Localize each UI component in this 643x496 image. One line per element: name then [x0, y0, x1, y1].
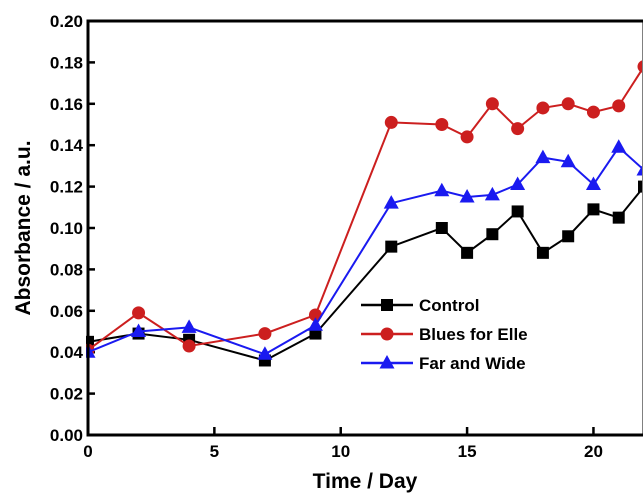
data-point — [131, 323, 147, 337]
data-point — [636, 165, 642, 176]
data-point — [535, 149, 551, 164]
y-tick-label: 0.20 — [50, 12, 83, 31]
data-point — [510, 176, 526, 191]
legend-label: Blues for Elle — [419, 325, 528, 344]
data-point — [308, 308, 322, 322]
data-point — [536, 101, 550, 115]
data-point — [434, 182, 450, 197]
y-tick-label: 0.00 — [50, 426, 83, 445]
y-tick-label: 0.10 — [50, 219, 83, 238]
legend: Control Blues for Elle Far and Wide — [361, 296, 528, 373]
legend-label: Control — [419, 296, 479, 315]
series-line — [87, 145, 642, 356]
data-point — [560, 153, 576, 168]
data-point — [586, 105, 600, 119]
series-layer — [86, 60, 642, 367]
data-point — [132, 306, 146, 320]
data-point — [384, 115, 398, 129]
data-point — [561, 97, 575, 111]
series-line — [87, 67, 642, 351]
data-point — [612, 99, 626, 113]
x-tick-label: 5 — [210, 442, 219, 461]
legend-label: Far and Wide — [419, 354, 526, 373]
x-tick-label: 20 — [584, 442, 603, 461]
data-point — [258, 327, 272, 341]
data-point — [460, 130, 474, 144]
data-point — [182, 339, 196, 353]
data-point — [562, 230, 575, 243]
data-point — [257, 346, 273, 360]
y-tick-label: 0.14 — [50, 136, 84, 155]
x-axis-title: Time / Day — [313, 470, 418, 493]
y-tick-label: 0.08 — [50, 260, 83, 279]
y-tick-label: 0.02 — [50, 385, 83, 404]
data-point — [307, 317, 323, 331]
data-point — [385, 240, 398, 253]
data-point — [383, 195, 399, 209]
data-point — [587, 203, 600, 216]
data-point — [611, 139, 627, 153]
x-tick-label: 10 — [331, 442, 350, 461]
series-1 — [86, 60, 642, 357]
y-tick-label: 0.16 — [50, 95, 83, 114]
y-tick-label: 0.12 — [50, 178, 83, 197]
series-0 — [86, 180, 642, 367]
legend-entry: Blues for Elle — [361, 325, 528, 344]
data-point — [181, 319, 197, 333]
data-point — [484, 186, 500, 201]
data-point — [511, 122, 525, 136]
y-tick-label: 0.04 — [50, 343, 84, 362]
legend-marker — [380, 327, 394, 341]
data-point — [585, 176, 601, 191]
legend-entry: Far and Wide — [361, 354, 526, 373]
y-axis-title: Absorbance / a.u. — [12, 140, 35, 315]
legend-entry: Control — [361, 296, 479, 315]
data-point — [612, 211, 625, 224]
data-point — [486, 228, 499, 241]
data-point — [638, 180, 642, 193]
data-point — [435, 118, 449, 131]
y-tick-label: 0.18 — [50, 53, 83, 72]
data-point — [86, 335, 94, 348]
x-axis-ticks: 0 5 10 15 20 — [83, 427, 603, 461]
data-point — [459, 188, 475, 203]
data-point — [461, 246, 474, 259]
legend-marker — [381, 299, 393, 311]
y-tick-label: 0.06 — [50, 302, 83, 321]
series-2 — [86, 139, 642, 360]
data-point — [536, 246, 549, 259]
legend-marker — [379, 355, 395, 369]
x-tick-label: 0 — [83, 442, 92, 461]
data-point — [637, 60, 642, 73]
data-point — [511, 205, 524, 218]
x-tick-label: 15 — [458, 442, 477, 461]
y-axis-ticks: 0.00 0.02 0.04 0.06 0.08 0.10 0.12 0.14 0.16 0.18… — [50, 12, 95, 445]
plot-frame — [86, 19, 643, 437]
data-point — [435, 222, 448, 234]
data-point — [485, 97, 499, 111]
